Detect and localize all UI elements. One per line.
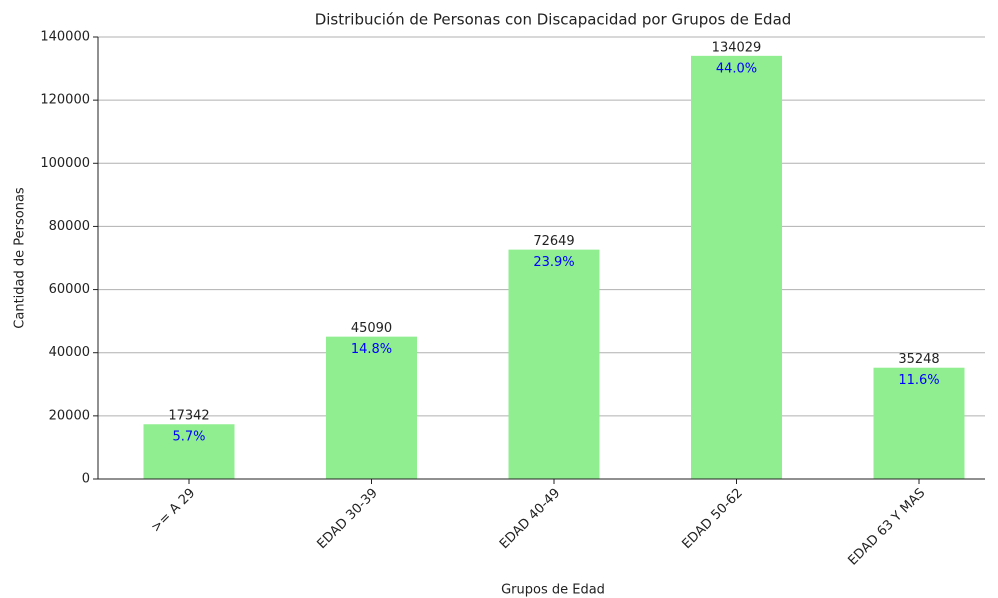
y-tick-label: 20000 [49,408,90,423]
bar [143,424,235,479]
bar [691,55,782,480]
share-label: 11.6% [898,373,939,388]
value-label: 134029 [712,40,762,55]
bar [326,336,417,479]
share-label: 23.9% [533,255,574,270]
y-tick-label: 80000 [49,219,90,234]
y-tick-label: 140000 [40,30,90,45]
y-tick-label: 60000 [49,282,90,297]
share-label: 5.7% [172,430,205,445]
share-label: 44.0% [716,61,757,76]
y-tick-label: 40000 [49,345,90,360]
y-tick-label: 100000 [40,156,90,171]
x-axis-label: Grupos de Edad [501,583,605,598]
value-label: 72649 [533,234,574,249]
y-axis-label: Cantidad de Personas [13,187,28,329]
x-tick-label: EDAD 30-39 [314,486,380,552]
x-tick-label: >= A 29 [148,486,198,536]
x-tick-label: EDAD 63 Y MAS [845,486,928,569]
x-tick-label: EDAD 50-62 [679,486,745,552]
value-label: 45090 [351,321,392,336]
value-label: 17342 [168,409,209,424]
chart-title: Distribución de Personas con Discapacida… [315,11,792,29]
x-tick-label: EDAD 40-49 [497,486,563,552]
y-tick-label: 120000 [40,93,90,108]
bar [508,249,600,479]
bar [873,367,965,479]
y-tick-label: 0 [82,472,90,487]
value-label: 35248 [898,352,939,367]
share-label: 14.8% [351,342,392,357]
